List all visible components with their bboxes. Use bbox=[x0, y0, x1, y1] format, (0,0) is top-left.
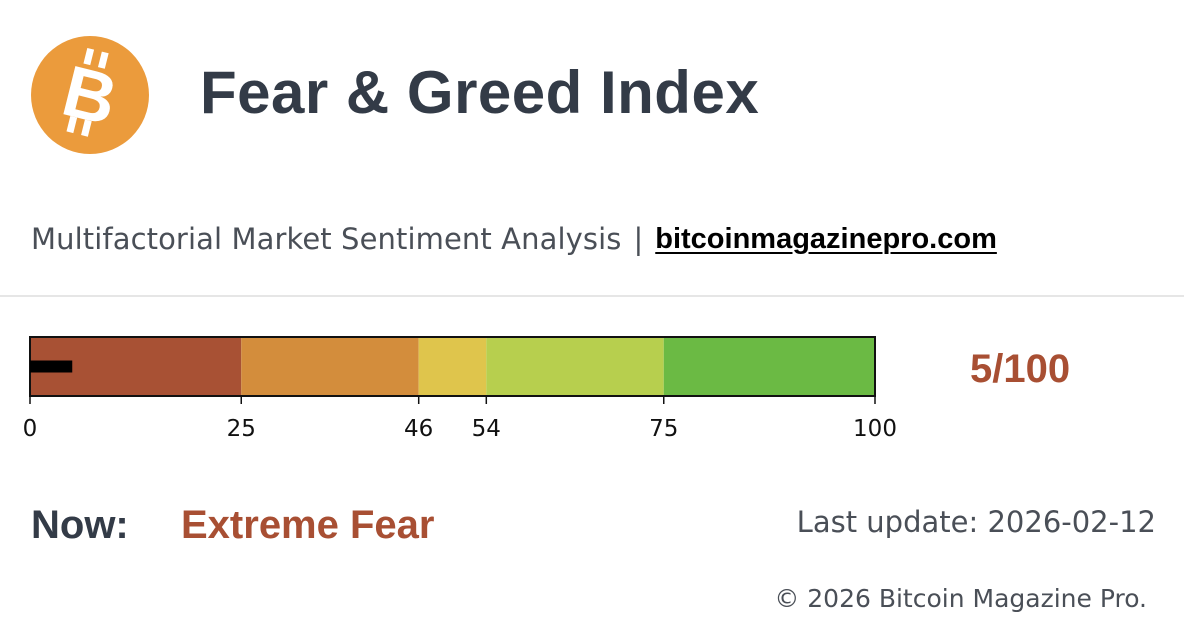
copyright: © 2026 Bitcoin Magazine Pro. bbox=[774, 584, 1147, 613]
gauge-segment bbox=[418, 337, 487, 396]
website-link[interactable]: bitcoinmagazinepro.com bbox=[655, 222, 997, 255]
sentiment-status: Extreme Fear bbox=[181, 503, 435, 547]
score-value: 5/100 bbox=[970, 347, 1071, 391]
gauge-tick-label: 75 bbox=[649, 416, 678, 442]
divider bbox=[0, 295, 1184, 297]
gauge-tick-label: 0 bbox=[23, 416, 38, 442]
page-title: Fear & Greed Index bbox=[200, 59, 760, 126]
bitcoin-logo-icon: B bbox=[31, 36, 149, 154]
subtitle-text: Multifactorial Market Sentiment Analysis bbox=[31, 222, 622, 256]
gauge-value-marker bbox=[30, 360, 73, 373]
subtitle-separator: | bbox=[633, 222, 644, 256]
fear-greed-gauge: 0 25 46 54 75 100 bbox=[0, 330, 910, 450]
gauge-tick-label: 25 bbox=[227, 416, 256, 442]
gauge-segment bbox=[241, 337, 419, 396]
gauge-tick-label: 100 bbox=[853, 416, 897, 442]
gauge-segment bbox=[486, 337, 664, 396]
gauge-tick-label: 54 bbox=[472, 416, 501, 442]
now-label: Now: bbox=[31, 503, 129, 547]
gauge-segment bbox=[663, 337, 875, 396]
subheader: Multifactorial Market Sentiment Analysis… bbox=[31, 219, 997, 259]
last-update: Last update: 2026-02-12 bbox=[796, 505, 1156, 539]
gauge-tick-label: 46 bbox=[404, 416, 433, 442]
gauge-svg: 0 25 46 54 75 100 bbox=[23, 336, 897, 442]
